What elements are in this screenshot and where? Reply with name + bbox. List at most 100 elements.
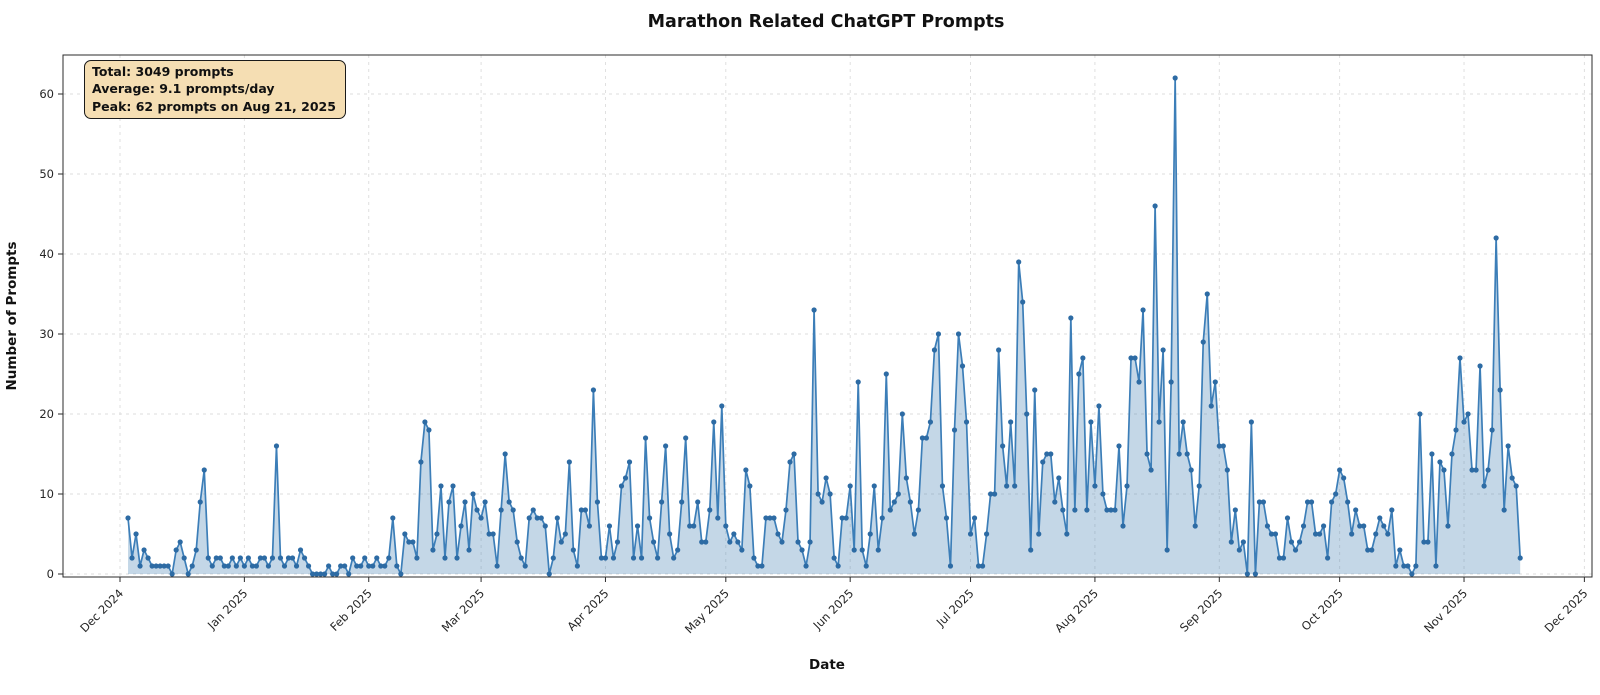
data-point (1208, 403, 1214, 409)
data-point (1497, 387, 1503, 393)
data-point (634, 523, 641, 529)
data-point (1365, 547, 1371, 553)
data-point (819, 499, 825, 505)
x-tick-label: Oct 2025 (1299, 586, 1346, 633)
data-point (241, 563, 247, 569)
data-point (506, 499, 512, 505)
data-point (1465, 411, 1471, 417)
data-point (1329, 499, 1335, 505)
data-point (410, 539, 416, 545)
data-point (1276, 555, 1283, 561)
data-point (594, 499, 601, 505)
data-point (1252, 571, 1258, 577)
data-point (366, 563, 372, 569)
data-point (815, 491, 821, 497)
data-point (277, 555, 284, 561)
data-point (1417, 411, 1423, 417)
data-point (1072, 507, 1078, 513)
data-point (1168, 379, 1174, 385)
data-point (1337, 467, 1343, 473)
data-point (133, 531, 139, 537)
data-point (939, 483, 946, 489)
data-point (1056, 475, 1062, 481)
data-point (582, 507, 588, 513)
data-point (1200, 339, 1206, 345)
data-point (342, 563, 348, 569)
data-point (1517, 555, 1523, 561)
data-point (1272, 531, 1279, 537)
data-point (1345, 499, 1351, 505)
data-point (534, 515, 540, 521)
data-point (510, 507, 516, 513)
data-point (1188, 467, 1194, 473)
data-point (1349, 531, 1355, 537)
data-point (1140, 307, 1146, 313)
data-point (1112, 507, 1118, 513)
data-point (478, 515, 484, 521)
data-point (261, 555, 268, 561)
data-point (1000, 443, 1006, 449)
data-point (1120, 523, 1126, 529)
data-point (201, 467, 207, 473)
data-point (630, 555, 637, 561)
data-point (1401, 563, 1407, 569)
data-point (1453, 427, 1459, 433)
data-point (915, 507, 921, 513)
data-point (598, 555, 605, 561)
data-point (646, 515, 653, 521)
data-point (502, 451, 508, 457)
data-point (338, 563, 344, 569)
data-point (1288, 539, 1295, 545)
data-point (1501, 507, 1507, 513)
data-point (671, 555, 677, 561)
data-point (269, 555, 276, 561)
data-point (1477, 363, 1483, 369)
data-point (1204, 291, 1210, 297)
x-tick-label: Dec 2024 (77, 586, 126, 635)
plot-border (62, 54, 1593, 578)
data-point (301, 555, 308, 561)
data-point (743, 467, 749, 473)
data-point (434, 531, 440, 537)
data-point (663, 443, 669, 449)
data-point (1264, 523, 1271, 529)
y-tick-labels: 0 10 20 30 40 50 60 (39, 87, 54, 581)
data-point (983, 531, 990, 537)
data-point (137, 563, 143, 569)
data-point (450, 483, 456, 489)
data-point (1108, 507, 1114, 513)
data-point (313, 571, 320, 577)
data-point (1152, 203, 1158, 209)
data-point (767, 515, 773, 521)
data-point (1493, 235, 1499, 241)
data-point (739, 547, 745, 553)
data-point (771, 515, 777, 521)
stats-average: Average: 9.1 prompts/day (92, 81, 275, 97)
data-point (1016, 259, 1022, 265)
data-point (161, 563, 167, 569)
x-tick-labels: Dec 2024 Jan 2025 Feb 2025 Mar 2025 Apr 2025… (77, 586, 1590, 636)
data-point (1421, 539, 1427, 545)
data-point (386, 555, 392, 561)
data-point (293, 563, 300, 569)
data-point (173, 547, 179, 553)
data-point (1192, 523, 1198, 529)
data-point (1156, 419, 1162, 425)
x-tick-label: Jan 2025 (204, 586, 250, 632)
data-point (578, 507, 584, 513)
data-point (213, 555, 219, 561)
data-point (253, 563, 260, 569)
data-point (237, 555, 243, 561)
data-point (1236, 547, 1242, 553)
data-point (442, 555, 448, 561)
stats-peak: Peak: 62 prompts on Aug 21, 2025 (92, 98, 336, 114)
data-point (370, 563, 376, 569)
data-point (1441, 467, 1447, 473)
data-point (1224, 467, 1230, 473)
data-point (1513, 483, 1519, 489)
data-point (851, 547, 857, 553)
data-point (883, 371, 889, 377)
data-point (1076, 371, 1082, 377)
data-point (1024, 411, 1030, 417)
